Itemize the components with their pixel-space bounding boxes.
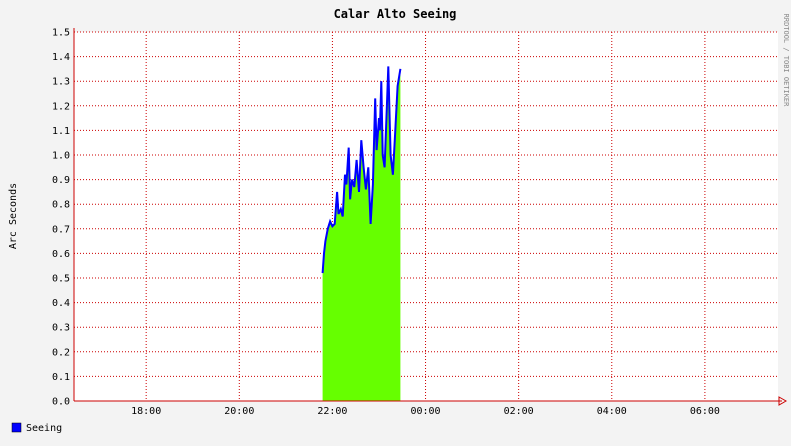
y-tick-label: 0.5 [52,274,70,285]
watermark: RRDTOOL / TOBI OETIKER [782,14,790,108]
x-tick-label: 18:00 [131,406,161,417]
y-tick-label: 0.6 [52,249,70,260]
y-tick-label: 1.2 [52,101,70,112]
area [322,66,401,402]
x-tick-label: 04:00 [597,406,627,417]
y-tick-label: 1.0 [52,151,70,162]
line [321,66,402,274]
y-tick-label: 0.1 [52,372,70,383]
legend-swatch [11,422,22,433]
y-tick-label: 0.2 [52,347,70,358]
x-tick-label: 02:00 [504,406,534,417]
x-axis-arrow [778,396,788,406]
marks [321,66,402,402]
x-tick-label: 22:00 [317,406,347,417]
y-tick-label: 0.4 [52,298,70,309]
x-tick-label: 20:00 [224,406,254,417]
legend-label: Seeing [26,423,62,434]
x-tick-label: 06:00 [690,406,720,417]
y-tick-label: 0.3 [52,323,70,334]
y-tick-label: 0.8 [52,200,70,211]
y-axis-label: Arc Seconds [8,183,19,249]
y-tick-label: 0.9 [52,175,70,186]
grid [74,31,778,402]
y-tick-label: 1.3 [52,77,70,88]
y-tick-label: 1.5 [52,28,70,39]
y-tick-label: 0.0 [52,397,70,408]
plot-area [74,32,778,401]
legend: Seeing [11,422,62,434]
y-tick-label: 0.7 [52,224,70,235]
x-tick-label: 00:00 [410,406,440,417]
chart-title: Calar Alto Seeing [334,7,457,21]
y-tick-label: 1.1 [52,126,70,137]
y-tick-label: 1.4 [52,52,70,63]
